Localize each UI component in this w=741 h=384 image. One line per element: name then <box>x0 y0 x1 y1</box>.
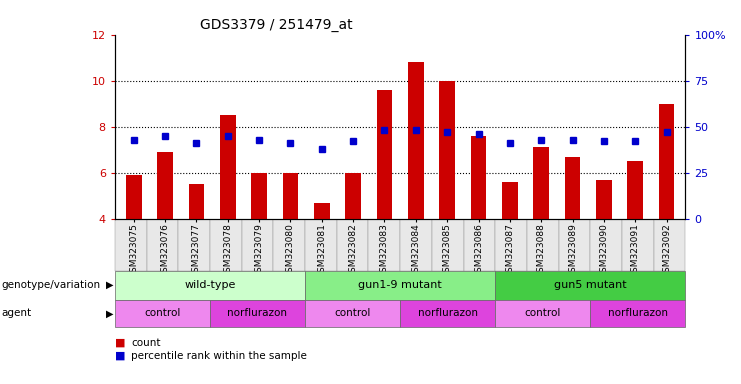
Text: norflurazon: norflurazon <box>418 308 478 318</box>
Bar <box>628 161 643 219</box>
Bar <box>314 203 330 219</box>
Text: genotype/variation: genotype/variation <box>1 280 101 290</box>
Bar <box>157 152 173 219</box>
Bar <box>220 115 236 219</box>
Bar <box>534 147 549 219</box>
Text: gun5 mutant: gun5 mutant <box>554 280 627 290</box>
Bar <box>471 136 486 219</box>
Text: agent: agent <box>1 308 32 318</box>
Text: control: control <box>334 308 370 318</box>
Bar <box>408 62 424 219</box>
Bar <box>439 81 455 219</box>
Bar <box>565 157 580 219</box>
Bar <box>188 184 205 219</box>
Text: norflurazon: norflurazon <box>227 308 288 318</box>
Text: count: count <box>131 338 161 348</box>
Text: norflurazon: norflurazon <box>608 308 668 318</box>
Text: ■: ■ <box>115 338 125 348</box>
Text: ■: ■ <box>115 351 125 361</box>
Text: GDS3379 / 251479_at: GDS3379 / 251479_at <box>200 18 353 32</box>
Text: percentile rank within the sample: percentile rank within the sample <box>131 351 307 361</box>
Bar <box>251 173 267 219</box>
Text: control: control <box>525 308 561 318</box>
Text: gun1-9 mutant: gun1-9 mutant <box>358 280 442 290</box>
Bar <box>659 104 674 219</box>
Text: ▶: ▶ <box>106 280 113 290</box>
Text: control: control <box>144 308 181 318</box>
Bar <box>376 90 392 219</box>
Bar <box>345 173 361 219</box>
Text: ▶: ▶ <box>106 308 113 318</box>
Text: wild-type: wild-type <box>185 280 236 290</box>
Bar <box>596 180 612 219</box>
Bar <box>282 173 298 219</box>
Bar <box>126 175 142 219</box>
Bar <box>502 182 518 219</box>
